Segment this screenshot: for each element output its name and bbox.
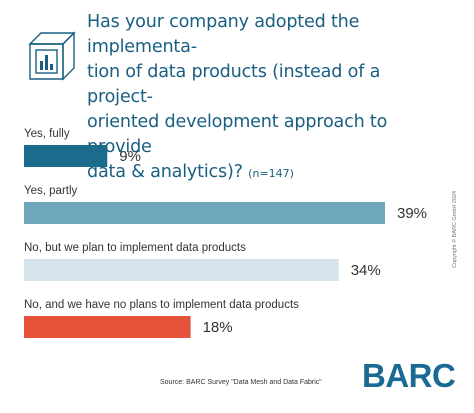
category-label: Yes, partly <box>24 185 78 197</box>
data-product-cube-icon <box>28 31 76 81</box>
copyright-text: Copyright © BARC GmbH 2024 <box>452 190 458 268</box>
bar <box>24 316 191 338</box>
value-label: 9% <box>119 148 141 165</box>
category-label: Yes, fully <box>24 128 70 140</box>
chart-title: Has your company adopted the implementa-… <box>87 10 447 186</box>
category-label: No, but we plan to implement data produc… <box>24 242 246 254</box>
value-label: 39% <box>397 205 427 222</box>
value-label: 34% <box>351 262 381 279</box>
bar <box>24 202 385 224</box>
sample-size: (n=147) <box>248 167 294 180</box>
title-text: Has your company adopted the implementa-… <box>87 12 388 182</box>
bar <box>24 259 339 281</box>
source-text: Source: BARC Survey "Data Mesh and Data … <box>160 379 322 386</box>
bar <box>24 145 108 167</box>
category-label: No, and we have no plans to implement da… <box>24 299 299 311</box>
barc-logo: BARC <box>362 357 456 394</box>
value-label: 18% <box>203 319 233 336</box>
